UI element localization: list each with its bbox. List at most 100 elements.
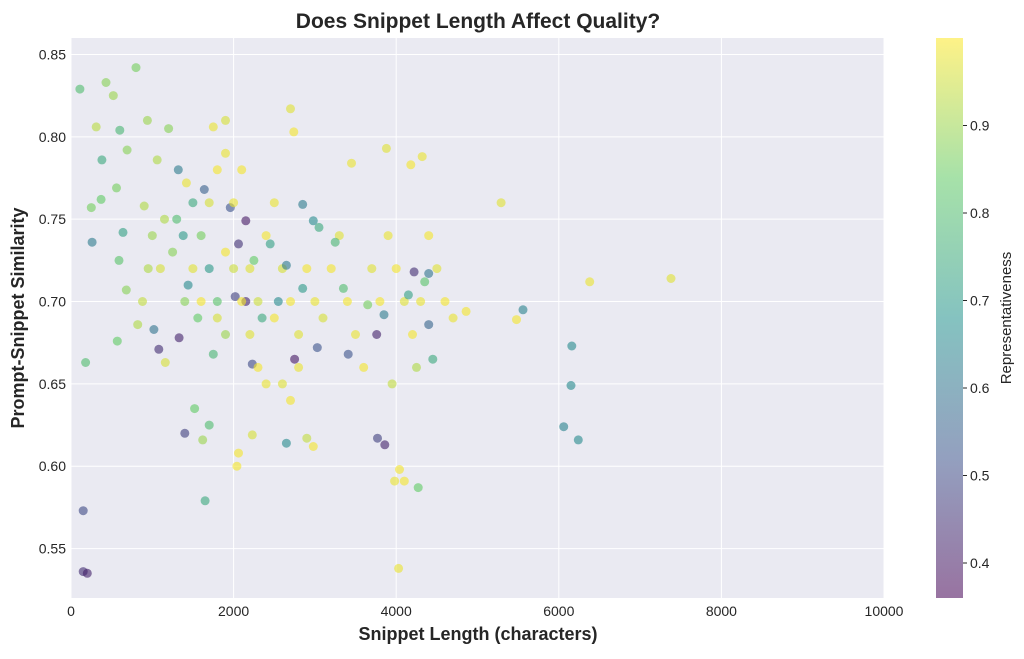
data-point: [409, 267, 419, 277]
colorbar-ticks: 0.4 0.5 0.6 0.7 0.8 0.9: [963, 118, 990, 571]
data-point: [265, 239, 275, 249]
data-point: [181, 178, 191, 188]
data-point: [289, 127, 299, 137]
data-point: [173, 165, 183, 175]
data-point: [383, 231, 393, 241]
data-point: [298, 283, 308, 293]
data-point: [183, 280, 193, 290]
data-point: [178, 231, 188, 241]
data-point: [87, 237, 97, 247]
data-point: [567, 341, 577, 351]
data-point: [387, 379, 397, 389]
data-point: [428, 354, 438, 364]
data-point: [118, 227, 128, 237]
data-point: [261, 231, 271, 241]
data-point: [188, 198, 198, 208]
data-point: [416, 297, 426, 306]
data-point: [424, 320, 434, 330]
data-point: [399, 476, 409, 486]
data-point: [199, 185, 209, 194]
data-point: [318, 313, 328, 323]
data-point: [381, 143, 391, 153]
x-axis-label: Snippet Length (characters): [358, 624, 597, 644]
data-point: [432, 264, 442, 274]
data-point: [131, 63, 141, 73]
data-point: [237, 297, 247, 306]
x-tick-label: 0: [67, 603, 75, 619]
data-point: [372, 330, 382, 339]
data-point: [160, 358, 170, 367]
colorbar-tick-label: 0.6: [970, 380, 990, 396]
data-point: [188, 264, 198, 274]
data-point: [114, 255, 124, 265]
data-point: [230, 292, 240, 302]
data-point: [204, 420, 214, 430]
y-axis-label: Prompt-Snippet Similarity: [8, 207, 28, 428]
data-point: [440, 297, 450, 306]
data-point: [101, 78, 111, 87]
data-point: [666, 274, 676, 283]
data-point: [122, 145, 132, 155]
data-point: [221, 247, 230, 257]
x-tick-label: 6000: [543, 603, 574, 619]
data-point: [277, 379, 287, 389]
y-tick-label: 0.55: [39, 541, 66, 557]
data-point: [380, 440, 390, 450]
chart-title: Does Snippet Length Affect Quality?: [296, 10, 660, 33]
data-point: [286, 297, 295, 306]
data-point: [351, 330, 360, 339]
data-point: [412, 362, 421, 372]
data-point: [399, 297, 409, 306]
data-point: [198, 435, 208, 445]
data-point: [149, 325, 159, 334]
x-tick-labels: 0 2000 4000 6000 8000 10000: [67, 603, 904, 619]
colorbar-tick-label: 0.7: [970, 293, 990, 309]
data-point: [310, 297, 320, 306]
colorbar-tick-label: 0.9: [970, 118, 990, 134]
data-point: [112, 183, 121, 193]
data-point: [96, 194, 106, 204]
data-point: [221, 330, 230, 339]
data-points: [75, 63, 676, 578]
data-point: [180, 428, 190, 438]
data-point: [232, 461, 242, 471]
colorbar-tick-label: 0.4: [970, 555, 990, 571]
data-point: [395, 465, 404, 474]
data-point: [518, 305, 528, 315]
y-tick-label: 0.80: [39, 129, 66, 145]
data-point: [286, 104, 295, 114]
data-point: [566, 381, 576, 390]
data-point: [281, 438, 291, 448]
data-point: [108, 91, 118, 101]
data-point: [241, 216, 251, 226]
data-point: [343, 349, 353, 359]
data-point: [115, 125, 125, 135]
x-tick-label: 2000: [218, 603, 249, 619]
data-point: [138, 297, 147, 306]
data-point: [247, 430, 257, 440]
y-tick-label: 0.75: [39, 211, 66, 227]
data-point: [391, 264, 401, 274]
data-point: [408, 330, 417, 339]
data-point: [172, 214, 182, 224]
data-point: [97, 155, 107, 165]
data-point: [330, 237, 340, 247]
data-point: [359, 362, 369, 372]
data-point: [461, 306, 471, 316]
plot-background: [71, 38, 884, 598]
data-point: [234, 448, 243, 458]
x-tick-label: 10000: [865, 603, 904, 619]
data-point: [249, 255, 259, 265]
colorbar-label: Representativeness: [998, 252, 1015, 385]
data-point: [420, 277, 430, 287]
data-point: [91, 122, 101, 132]
data-point: [573, 435, 583, 445]
data-point: [121, 285, 131, 295]
data-point: [302, 264, 312, 274]
data-point: [245, 264, 255, 274]
colorbar-tick-label: 0.8: [970, 205, 990, 221]
data-point: [139, 201, 149, 211]
data-point: [221, 148, 230, 158]
data-point: [403, 290, 413, 300]
